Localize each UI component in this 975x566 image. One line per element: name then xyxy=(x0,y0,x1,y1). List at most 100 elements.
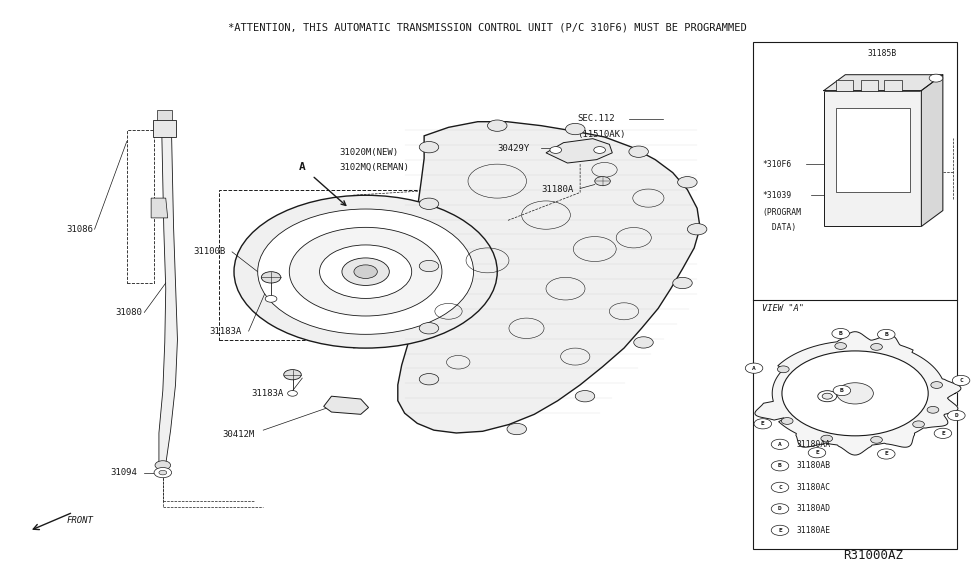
Text: 30412M: 30412M xyxy=(222,430,254,439)
Bar xyxy=(836,80,853,91)
Circle shape xyxy=(159,470,167,475)
Text: 31094: 31094 xyxy=(110,468,137,477)
Text: E: E xyxy=(760,421,764,426)
Circle shape xyxy=(771,504,789,514)
Circle shape xyxy=(948,410,965,421)
Text: 31185B: 31185B xyxy=(868,49,897,58)
Circle shape xyxy=(261,272,281,283)
Circle shape xyxy=(155,461,171,470)
Circle shape xyxy=(290,228,442,316)
Circle shape xyxy=(419,142,439,153)
Circle shape xyxy=(771,439,789,449)
Circle shape xyxy=(818,391,837,402)
Circle shape xyxy=(953,375,970,385)
Text: B: B xyxy=(840,388,843,393)
Polygon shape xyxy=(546,139,612,163)
Circle shape xyxy=(771,482,789,492)
Polygon shape xyxy=(824,75,943,91)
Text: 31020M(NEW): 31020M(NEW) xyxy=(339,148,399,157)
Circle shape xyxy=(265,295,277,302)
Circle shape xyxy=(832,328,849,338)
Circle shape xyxy=(878,449,895,459)
Circle shape xyxy=(634,337,653,348)
Text: E: E xyxy=(778,528,782,533)
Text: 31180AA: 31180AA xyxy=(797,440,831,449)
Polygon shape xyxy=(151,198,168,218)
Text: R31000AZ: R31000AZ xyxy=(842,550,903,562)
Circle shape xyxy=(320,245,411,298)
Text: 30429Y: 30429Y xyxy=(497,144,529,153)
Circle shape xyxy=(234,195,497,348)
Text: B: B xyxy=(778,464,782,468)
Bar xyxy=(824,91,921,226)
Circle shape xyxy=(871,344,882,350)
Text: B: B xyxy=(884,332,888,337)
Circle shape xyxy=(782,351,928,436)
Text: A: A xyxy=(752,366,756,371)
Circle shape xyxy=(687,224,707,235)
Text: *31039: *31039 xyxy=(762,191,792,200)
Polygon shape xyxy=(921,75,943,226)
Text: 31183A: 31183A xyxy=(210,327,242,336)
Circle shape xyxy=(745,363,762,374)
Bar xyxy=(884,80,902,91)
Text: 31180AE: 31180AE xyxy=(797,526,831,535)
Circle shape xyxy=(771,461,789,471)
Circle shape xyxy=(754,419,771,429)
Circle shape xyxy=(927,406,939,413)
Circle shape xyxy=(833,385,850,396)
Text: A: A xyxy=(778,442,782,447)
Bar xyxy=(157,110,172,120)
Polygon shape xyxy=(755,332,961,455)
Text: 3102MQ(REMAN): 3102MQ(REMAN) xyxy=(339,162,409,171)
Bar xyxy=(127,130,154,283)
Circle shape xyxy=(673,277,692,289)
Circle shape xyxy=(288,391,297,396)
Text: E: E xyxy=(884,452,888,457)
Text: D: D xyxy=(778,507,782,511)
Text: VIEW "A": VIEW "A" xyxy=(762,304,804,313)
Circle shape xyxy=(878,329,895,340)
Circle shape xyxy=(354,265,377,278)
Text: 31080: 31080 xyxy=(115,308,142,317)
Circle shape xyxy=(777,366,789,373)
Bar xyxy=(219,190,444,340)
Circle shape xyxy=(550,147,562,153)
Circle shape xyxy=(821,435,833,442)
Circle shape xyxy=(595,177,610,186)
Text: E: E xyxy=(941,431,945,436)
Bar xyxy=(861,80,878,91)
Circle shape xyxy=(934,428,952,439)
Text: DATA): DATA) xyxy=(767,223,797,232)
Circle shape xyxy=(488,120,507,131)
Circle shape xyxy=(284,370,301,380)
Circle shape xyxy=(257,209,474,335)
Text: C: C xyxy=(959,378,963,383)
Text: *ATTENTION, THIS AUTOMATIC TRANSMISSION CONTROL UNIT (P/C 310F6) MUST BE PROGRAM: *ATTENTION, THIS AUTOMATIC TRANSMISSION … xyxy=(228,22,747,32)
Circle shape xyxy=(781,418,793,424)
Text: *310F6: *310F6 xyxy=(762,160,792,169)
Circle shape xyxy=(154,468,172,478)
Circle shape xyxy=(808,448,826,458)
Text: SEC.112: SEC.112 xyxy=(577,114,615,123)
Text: 31180AC: 31180AC xyxy=(797,483,831,492)
Text: 31086: 31086 xyxy=(66,225,94,234)
Bar xyxy=(153,120,176,137)
Circle shape xyxy=(822,393,833,399)
Text: D: D xyxy=(955,413,958,418)
Circle shape xyxy=(419,198,439,209)
Bar xyxy=(836,108,910,192)
Circle shape xyxy=(837,383,874,404)
Circle shape xyxy=(342,258,389,285)
Text: 31183A: 31183A xyxy=(252,389,284,398)
Text: B: B xyxy=(838,331,842,336)
Bar xyxy=(753,42,957,549)
Text: (PROGRAM: (PROGRAM xyxy=(762,208,801,217)
Circle shape xyxy=(419,323,439,334)
Circle shape xyxy=(594,147,605,153)
Circle shape xyxy=(913,421,924,428)
Text: 31180AB: 31180AB xyxy=(797,461,831,470)
Polygon shape xyxy=(398,122,700,433)
Circle shape xyxy=(575,391,595,402)
Circle shape xyxy=(871,436,882,443)
